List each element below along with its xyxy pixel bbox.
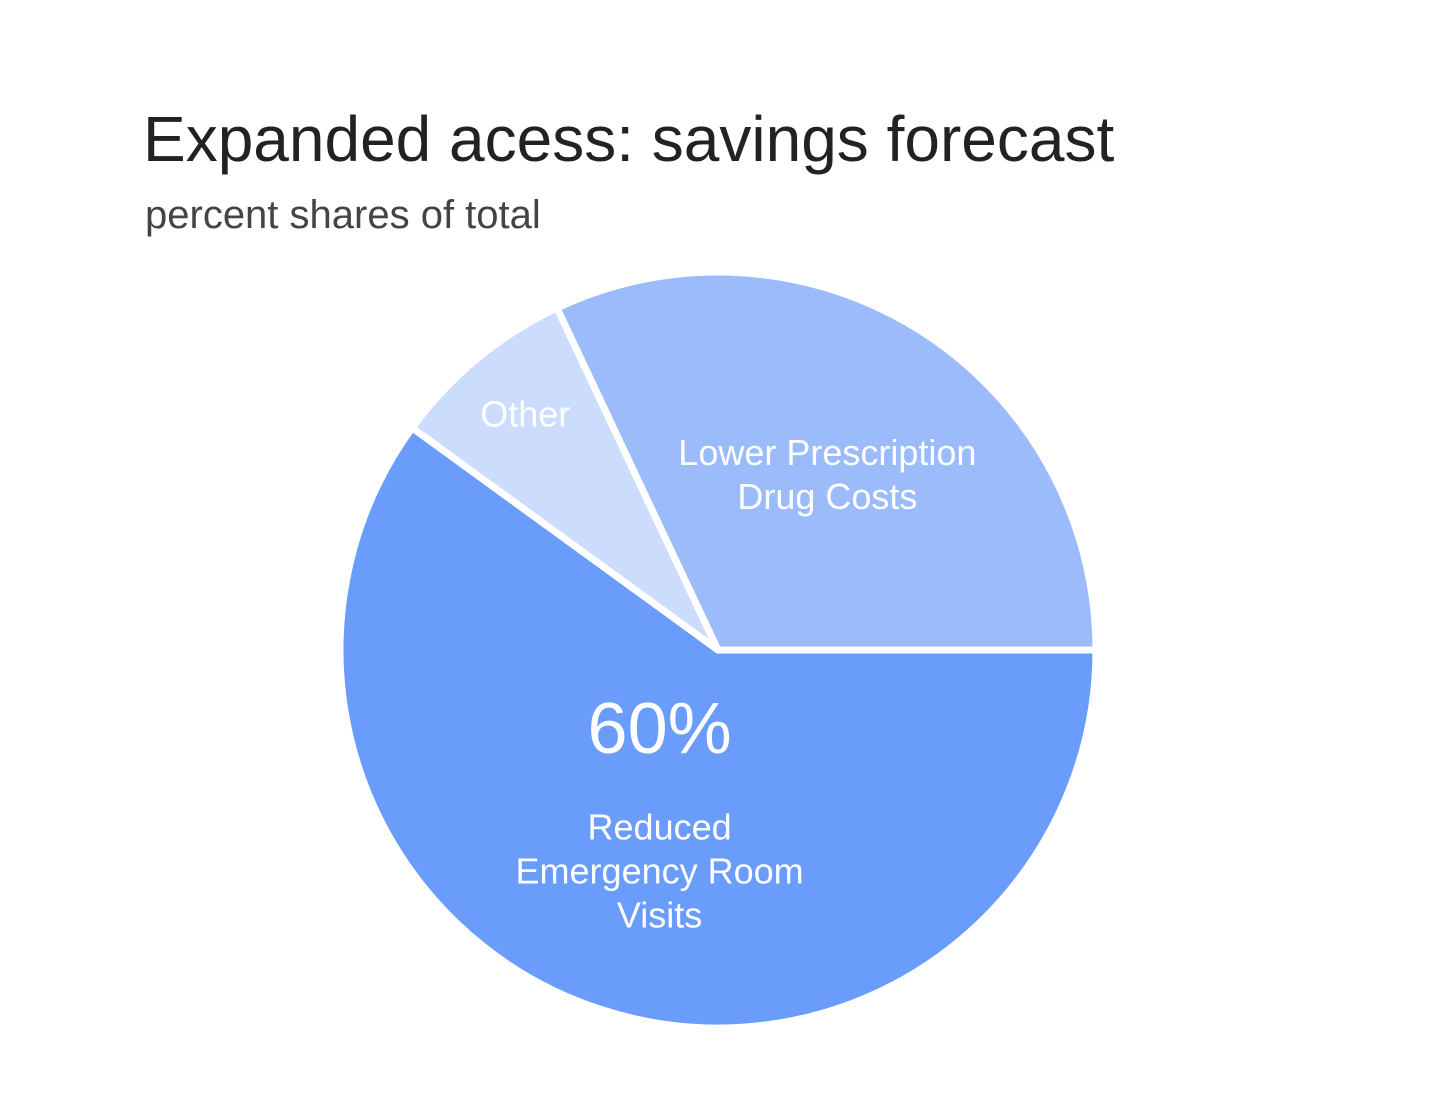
- chart-title: Expanded acess: savings forecast: [143, 103, 1115, 175]
- slice-label: Reduced: [588, 806, 732, 847]
- chart-subtitle: percent shares of total: [145, 193, 541, 237]
- slice-label: Emergency Room: [516, 850, 804, 891]
- slice-label: Visits: [617, 894, 702, 935]
- pie-slice-lower-prescription-drug-costs: [553, 268, 1100, 654]
- slice-label: Drug Costs: [737, 476, 917, 517]
- slice-label: Other: [480, 394, 570, 435]
- slice-label: Lower Prescription: [678, 432, 976, 473]
- pie-slice-reduced-emergency-room-visits: [336, 424, 1100, 1032]
- pie-slice-other: [408, 304, 722, 654]
- pie-slices: [336, 268, 1100, 1032]
- slice-value-label: 60%: [588, 689, 732, 769]
